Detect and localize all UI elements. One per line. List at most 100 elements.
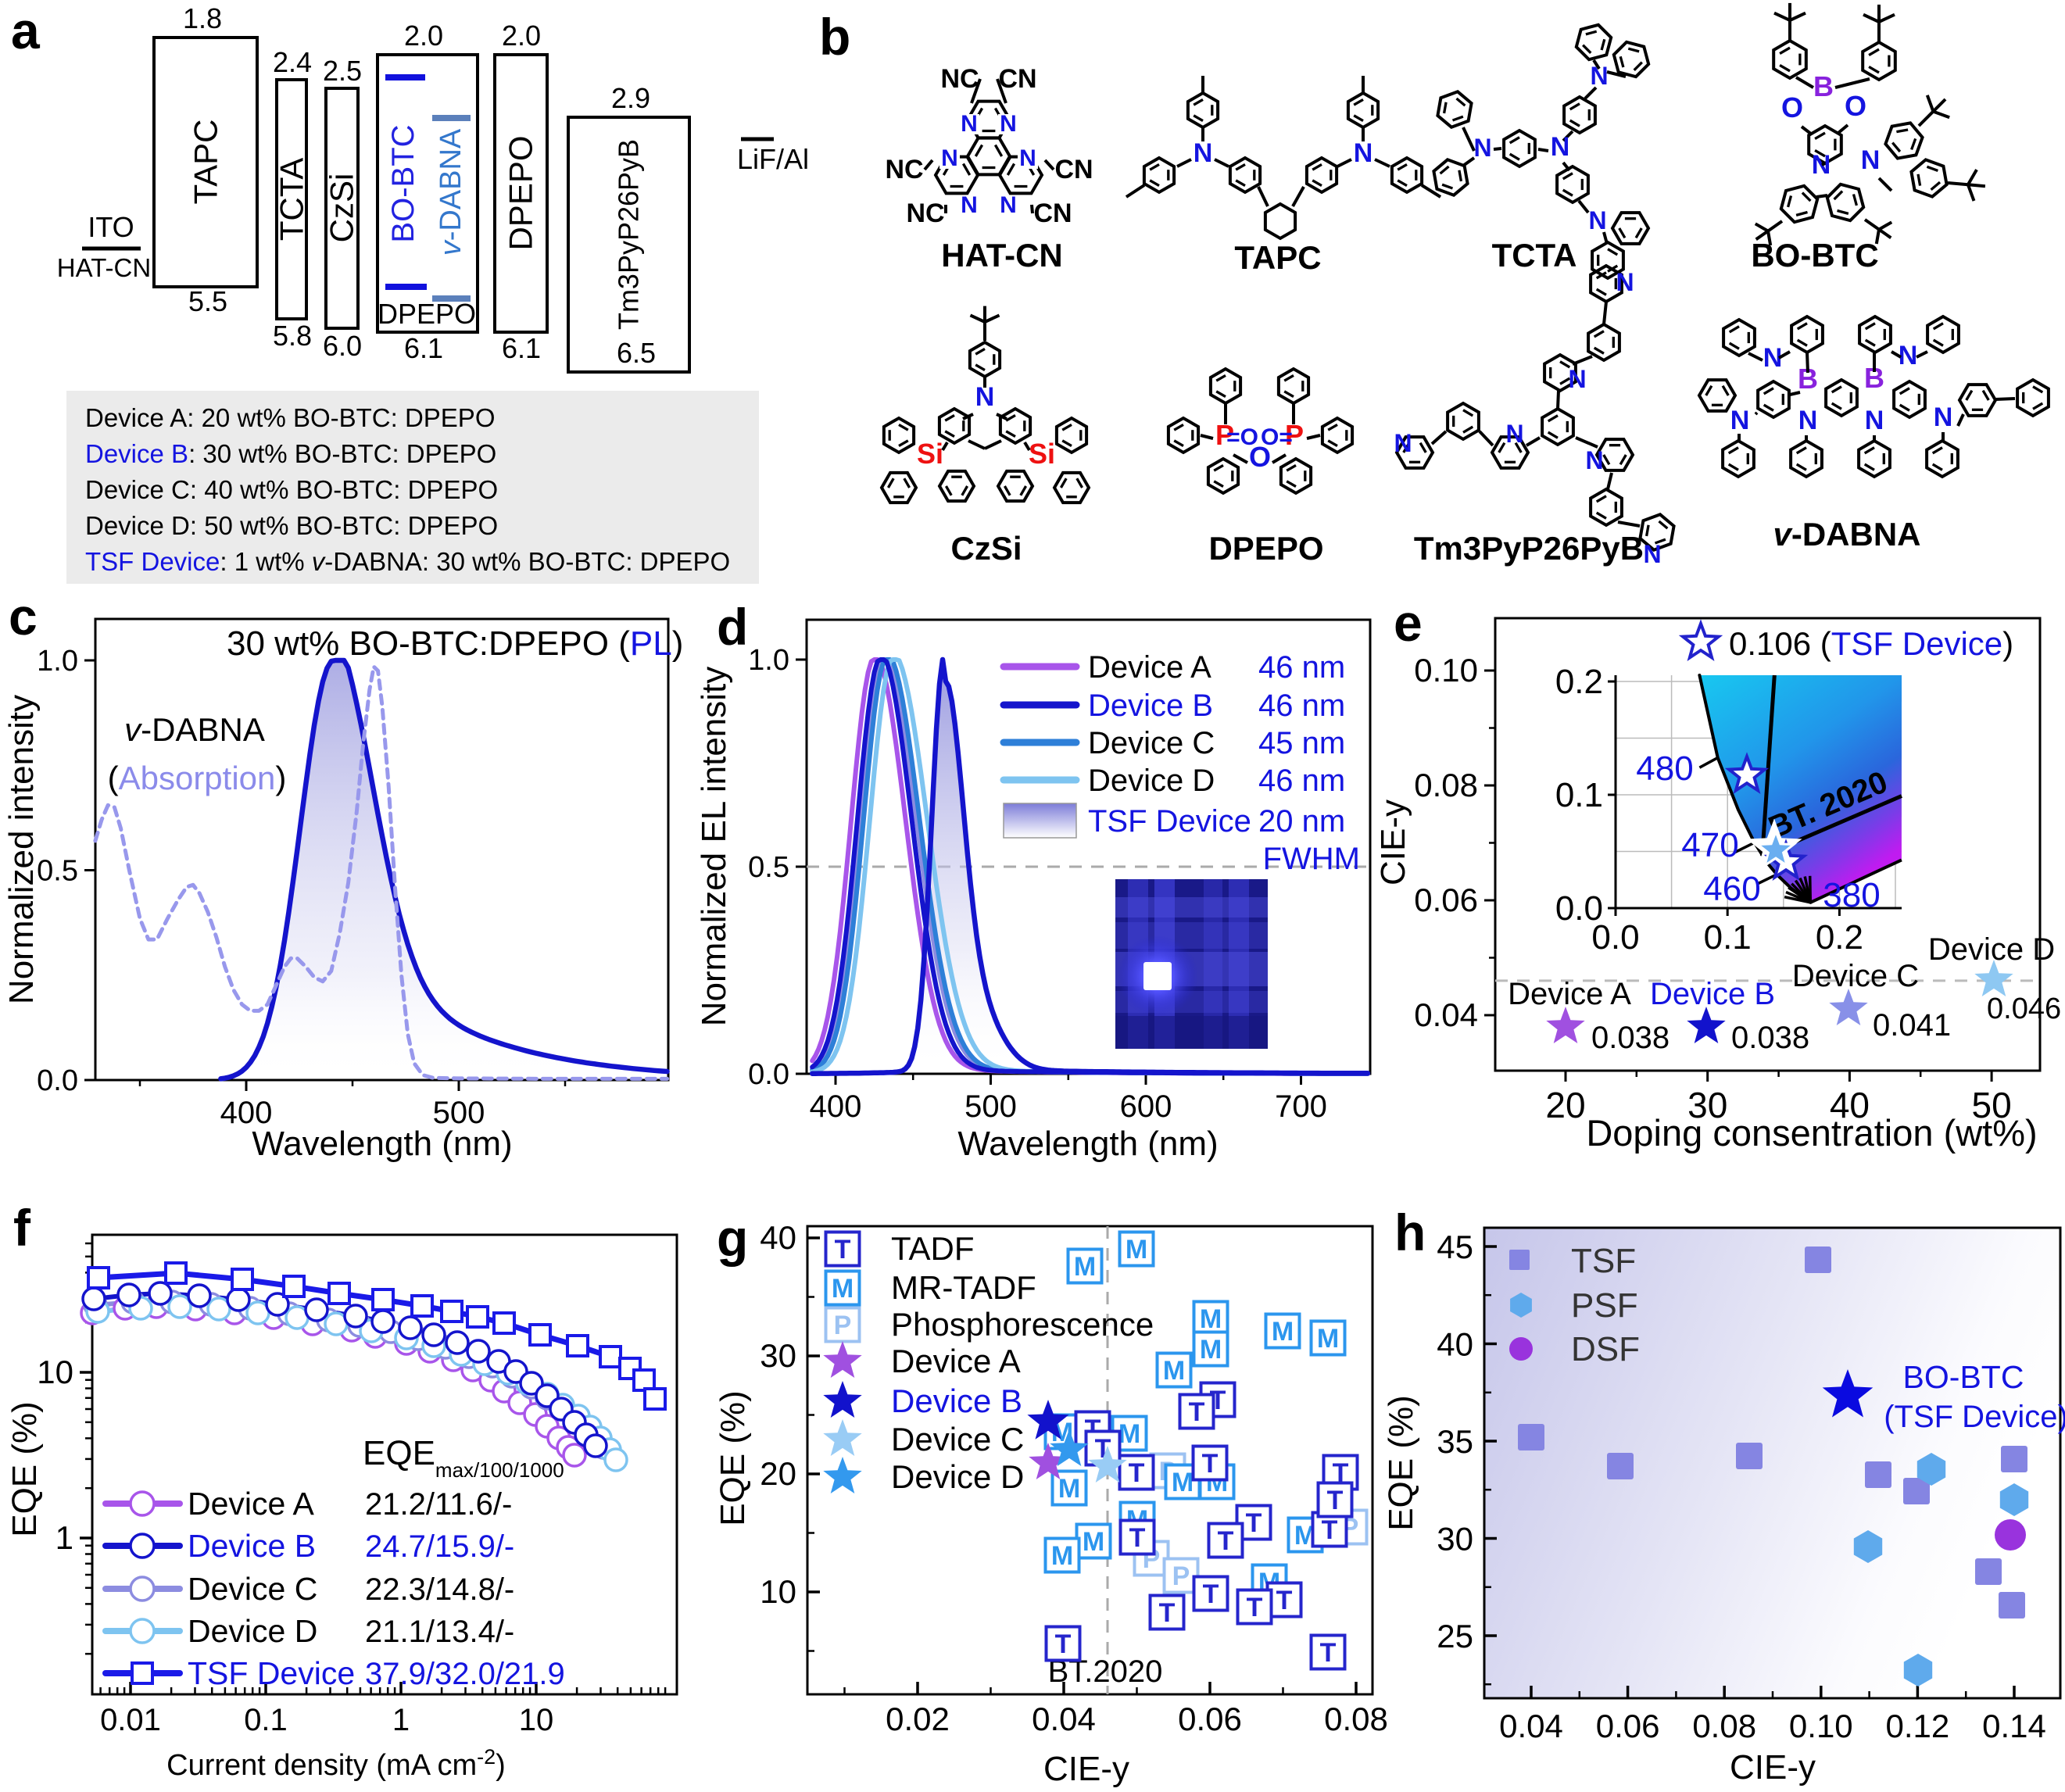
svg-text:Normalized EL intensity: Normalized EL intensity — [695, 667, 733, 1027]
svg-text:600: 600 — [1120, 1089, 1172, 1124]
svg-text:NC: NC — [906, 199, 944, 228]
svg-text:Device B: Device B — [1650, 977, 1775, 1011]
svg-text:Device D: 50 wt% BO-BTC: DPEPO: Device D: 50 wt% BO-BTC: DPEPO — [85, 511, 498, 540]
svg-text:T: T — [1159, 1598, 1176, 1628]
svg-text:Device B: Device B — [891, 1382, 1022, 1419]
svg-text:Wavelength (nm): Wavelength (nm) — [957, 1125, 1218, 1163]
svg-text:Tm3PyP26PyB: Tm3PyP26PyB — [1414, 530, 1644, 567]
svg-text:0.06: 0.06 — [1414, 882, 1478, 918]
svg-text:0.14: 0.14 — [1982, 1708, 2046, 1744]
svg-text:Device C: Device C — [891, 1421, 1024, 1458]
svg-text:T: T — [1320, 1638, 1337, 1668]
svg-text:470: 470 — [1681, 826, 1738, 864]
svg-text:37.9/32.0/21.9: 37.9/32.0/21.9 — [365, 1657, 565, 1691]
svg-text:NC: NC — [885, 155, 923, 184]
svg-text:Device A: Device A — [1508, 977, 1631, 1011]
svg-text:N: N — [1865, 406, 1884, 435]
svg-text:N: N — [1899, 341, 1918, 370]
svg-text:T: T — [1246, 1508, 1262, 1538]
svg-text:1.0: 1.0 — [37, 645, 78, 678]
svg-text:0.02: 0.02 — [886, 1701, 950, 1737]
svg-text:N: N — [1551, 132, 1570, 162]
svg-text:TAPC: TAPC — [1234, 239, 1321, 276]
svg-text:N: N — [1798, 406, 1818, 435]
svg-text:FWHM: FWHM — [1263, 842, 1360, 876]
svg-text:460: 460 — [1703, 870, 1760, 908]
svg-text:P: P — [1172, 1561, 1190, 1591]
svg-text:380: 380 — [1823, 876, 1880, 914]
svg-text:Si: Si — [1029, 438, 1055, 470]
svg-text:0.08: 0.08 — [1414, 767, 1478, 803]
svg-text:f: f — [13, 1199, 31, 1257]
svg-text:2.4: 2.4 — [273, 46, 312, 78]
svg-text:Device D: Device D — [188, 1613, 317, 1649]
svg-text:T: T — [1055, 1629, 1072, 1659]
svg-text:v-DABNA: v-DABNA — [1773, 516, 1920, 553]
svg-text:P: P — [834, 1311, 852, 1340]
svg-text:46 nm: 46 nm — [1258, 650, 1345, 685]
svg-text:DPEPO: DPEPO — [378, 298, 476, 330]
svg-text:400: 400 — [220, 1096, 273, 1130]
svg-text:T: T — [1276, 1586, 1293, 1615]
svg-text:N: N — [1568, 365, 1586, 393]
svg-text:M: M — [1126, 1235, 1147, 1264]
svg-text:N: N — [975, 382, 995, 412]
svg-text:HAT-CN: HAT-CN — [941, 237, 1063, 274]
svg-text:N: N — [1019, 145, 1036, 171]
svg-text:700: 700 — [1275, 1089, 1327, 1124]
svg-text:CIE-y: CIE-y — [1043, 1750, 1129, 1788]
svg-text:5.5: 5.5 — [188, 285, 227, 317]
svg-text:5.8: 5.8 — [273, 320, 312, 352]
svg-text:20 nm: 20 nm — [1258, 804, 1345, 839]
svg-text:21.2/11.6/-: 21.2/11.6/- — [365, 1487, 512, 1522]
svg-text:N: N — [1643, 540, 1661, 568]
svg-text:N: N — [1194, 138, 1213, 168]
svg-text:M: M — [1163, 1356, 1185, 1386]
svg-text:0.0: 0.0 — [748, 1058, 789, 1091]
svg-text:Device B: 30 wt% BO-BTC: DPEPO: Device B: 30 wt% BO-BTC: DPEPO — [85, 439, 496, 468]
svg-text:Device A: Device A — [188, 1486, 314, 1522]
svg-text:BO-BTC: BO-BTC — [1903, 1359, 2024, 1395]
svg-text:1.8: 1.8 — [183, 2, 222, 34]
svg-text:0.2: 0.2 — [1555, 663, 1603, 701]
svg-text:N: N — [1934, 402, 1953, 432]
svg-text:BO-BTC: BO-BTC — [386, 124, 421, 242]
svg-text:T: T — [1203, 1579, 1219, 1609]
svg-text:CIE-y: CIE-y — [1730, 1748, 1816, 1787]
svg-text:1: 1 — [392, 1703, 410, 1737]
svg-text:N: N — [1000, 192, 1017, 218]
svg-text:T: T — [1129, 1523, 1146, 1553]
svg-text:0.5: 0.5 — [748, 851, 789, 884]
svg-text:CIE-y: CIE-y — [1374, 799, 1412, 885]
svg-text:30: 30 — [1687, 1085, 1727, 1125]
svg-text:0.06: 0.06 — [1178, 1701, 1242, 1737]
svg-text:T: T — [1333, 1458, 1349, 1488]
svg-text:500: 500 — [433, 1096, 485, 1130]
svg-text:N: N — [1394, 429, 1412, 457]
svg-text:M: M — [1074, 1252, 1096, 1282]
svg-text:M: M — [832, 1274, 854, 1304]
svg-text:TAPC: TAPC — [188, 120, 224, 205]
svg-text:10: 10 — [519, 1703, 554, 1737]
svg-text:40: 40 — [1437, 1326, 1473, 1363]
svg-text:0.046: 0.046 — [1987, 993, 2061, 1025]
svg-text:h: h — [1394, 1204, 1426, 1261]
svg-text:Tm3PyP26PyB: Tm3PyP26PyB — [613, 139, 645, 330]
svg-text:45: 45 — [1437, 1229, 1473, 1265]
svg-text:6.5: 6.5 — [617, 337, 656, 369]
svg-text:500: 500 — [965, 1089, 1017, 1124]
svg-text:0.04: 0.04 — [1499, 1708, 1563, 1744]
svg-text:N: N — [1616, 268, 1634, 296]
svg-text:M: M — [1200, 1304, 1222, 1334]
svg-text:0.01: 0.01 — [100, 1703, 161, 1737]
svg-text:400: 400 — [810, 1089, 862, 1124]
svg-text:0.1: 0.1 — [1555, 776, 1603, 814]
svg-text:Doping consentration (wt%): Doping consentration (wt%) — [1586, 1112, 2037, 1154]
svg-text:Device C: Device C — [1088, 726, 1215, 760]
svg-text:45 nm: 45 nm — [1258, 726, 1345, 760]
svg-text:O: O — [1781, 91, 1803, 123]
svg-text:0.12: 0.12 — [1886, 1708, 1950, 1744]
svg-text:TADF: TADF — [891, 1230, 975, 1267]
svg-text:Phosphorescence: Phosphorescence — [891, 1306, 1154, 1343]
svg-text:=O: =O — [1226, 424, 1258, 450]
